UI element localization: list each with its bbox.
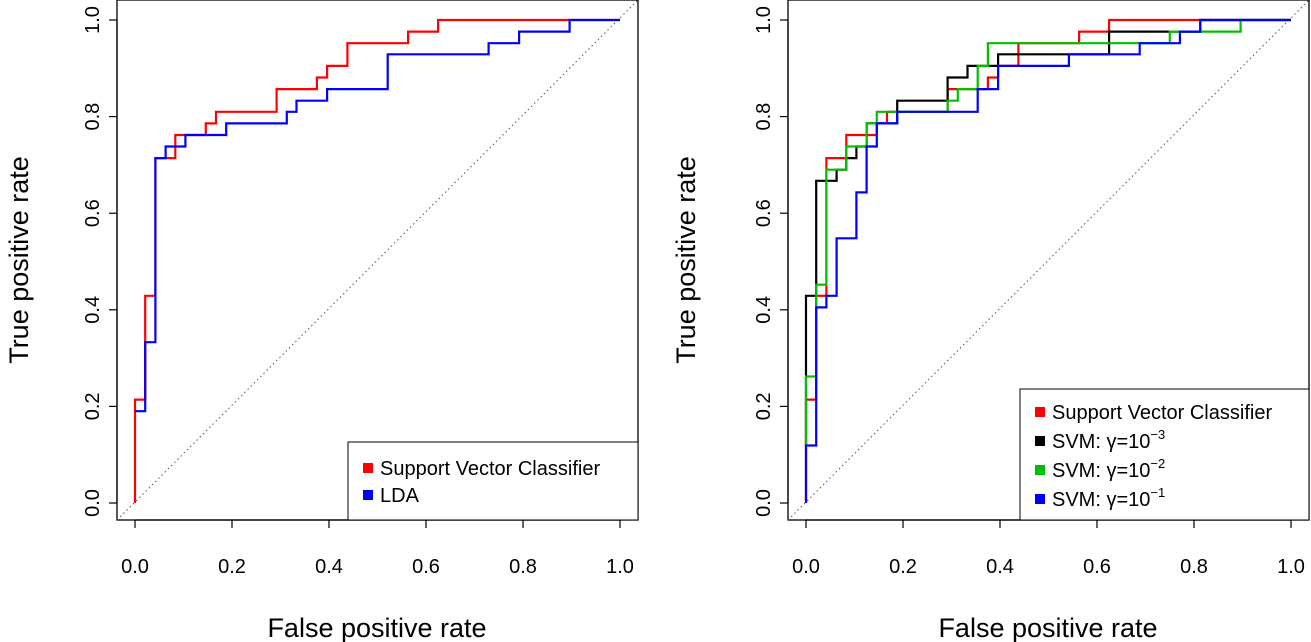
- x-tick-label: 0.2: [889, 556, 917, 578]
- legend-entry: Support Vector Classifier: [1052, 402, 1272, 424]
- y-tick-label: 0.4: [753, 296, 775, 324]
- legend-entry-exponent: −1: [1150, 485, 1165, 500]
- series-line-1: [804, 18, 1291, 446]
- diagonal-reference-line: [116, 0, 639, 521]
- y-tick-label: 0.8: [82, 103, 104, 131]
- legend-entry-exponent: −3: [1150, 427, 1165, 442]
- series-line-2: [804, 18, 1291, 446]
- legend-entry-exponent: −2: [1150, 456, 1165, 471]
- x-tick-label: 0.4: [315, 556, 343, 578]
- series-layer: [804, 18, 1291, 503]
- y-tick-label: 0.4: [82, 296, 104, 324]
- diagonal-reference-line: [787, 0, 1310, 521]
- x-tick-label: 0.6: [412, 556, 440, 578]
- legend-entry: SVM: γ=10−2: [1052, 456, 1165, 482]
- x-axis: 0.0 0.2 0.4 0.6 0.8 1.0: [792, 519, 1305, 578]
- legend-swatch: [1035, 494, 1045, 504]
- series-line-0: [133, 18, 620, 503]
- series-layer: [133, 18, 620, 503]
- legend-swatch: [363, 463, 373, 473]
- y-tick-label: 0.0: [753, 489, 775, 517]
- y-tick-label: 0.2: [753, 392, 775, 420]
- legend-swatch: [1035, 407, 1045, 417]
- y-tick-label: 1.0: [82, 6, 104, 34]
- x-axis: 0.0 0.2 0.4 0.6 0.8 1.0: [121, 519, 634, 578]
- x-tick-label: 0.0: [792, 556, 820, 578]
- legend-entry: LDA: [380, 485, 420, 507]
- y-tick-label: 0.6: [82, 199, 104, 227]
- legend-entry: SVM: γ=10−1: [1052, 485, 1165, 511]
- y-tick-label: 1.0: [753, 6, 775, 34]
- legend-swatch: [363, 490, 373, 500]
- y-axis-title: True positive rate: [4, 156, 34, 364]
- y-tick-label: 0.6: [753, 199, 775, 227]
- legend-swatch: [1035, 465, 1045, 475]
- y-tick-label: 0.8: [753, 103, 775, 131]
- y-axis: 0.0 0.2 0.4 0.6 0.8 1.0: [753, 6, 789, 517]
- series-line-3: [804, 18, 1291, 503]
- y-tick-label: 0.2: [82, 392, 104, 420]
- roc-panel-left: 0.0 0.2 0.4 0.6 0.8 1.0 0.0 0.2 0.4 0.6 0.8 1.0 Fa…: [4, 0, 639, 642]
- y-axis: 0.0 0.2 0.4 0.6 0.8 1.0: [82, 6, 118, 517]
- x-tick-label: 0.8: [1180, 556, 1208, 578]
- legend-entry: Support Vector Classifier: [380, 458, 600, 480]
- x-tick-label: 0.0: [121, 556, 149, 578]
- series-line-1: [135, 18, 620, 413]
- legend: Support Vector Classifier LDA: [347, 441, 639, 521]
- legend-box: [1019, 388, 1310, 521]
- y-tick-label: 0.0: [82, 489, 104, 517]
- legend-entry: SVM: γ=10−3: [1052, 427, 1165, 453]
- x-tick-label: 0.8: [509, 556, 537, 578]
- x-tick-label: 0.6: [1083, 556, 1111, 578]
- legend-box: [347, 441, 639, 521]
- x-tick-label: 1.0: [606, 556, 634, 578]
- roc-panel-right: 0.0 0.2 0.4 0.6 0.8 1.0 0.0 0.2 0.4 0.6 0.8 1.0 Fa…: [671, 0, 1310, 642]
- legend-entry-text: SVM: γ=10: [1052, 489, 1150, 511]
- y-axis-title: True positive rate: [671, 156, 701, 364]
- x-tick-label: 0.2: [218, 556, 246, 578]
- x-tick-label: 0.4: [986, 556, 1014, 578]
- legend-entry-text: SVM: γ=10: [1052, 431, 1150, 453]
- x-axis-title: False positive rate: [267, 613, 486, 642]
- x-axis-title: False positive rate: [938, 613, 1157, 642]
- legend-entry-text: SVM: γ=10: [1052, 460, 1150, 482]
- legend-swatch: [1035, 436, 1045, 446]
- x-tick-label: 1.0: [1277, 556, 1305, 578]
